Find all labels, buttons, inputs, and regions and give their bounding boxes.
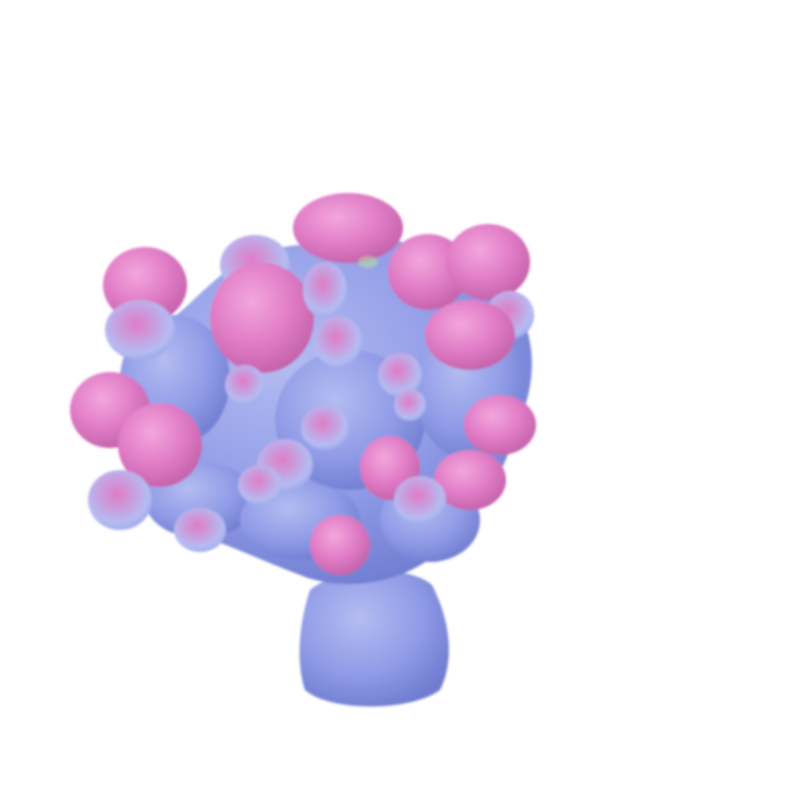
tip <box>303 262 347 318</box>
tip <box>105 300 175 360</box>
tip <box>88 470 152 530</box>
tip <box>314 316 362 368</box>
coral-base <box>299 570 449 707</box>
tip <box>394 389 426 421</box>
highlight-spot <box>358 256 378 268</box>
tip <box>293 193 403 263</box>
coral <box>70 193 536 707</box>
tip <box>446 224 530 300</box>
tip <box>425 300 515 370</box>
tip <box>174 508 226 552</box>
tip <box>238 465 282 505</box>
tip <box>378 353 422 397</box>
tip <box>301 406 349 450</box>
tip <box>394 476 446 524</box>
tip <box>225 365 265 405</box>
tip <box>118 403 202 487</box>
tip <box>464 395 536 455</box>
tip <box>434 450 506 510</box>
tip <box>210 263 314 373</box>
tip <box>310 515 370 575</box>
